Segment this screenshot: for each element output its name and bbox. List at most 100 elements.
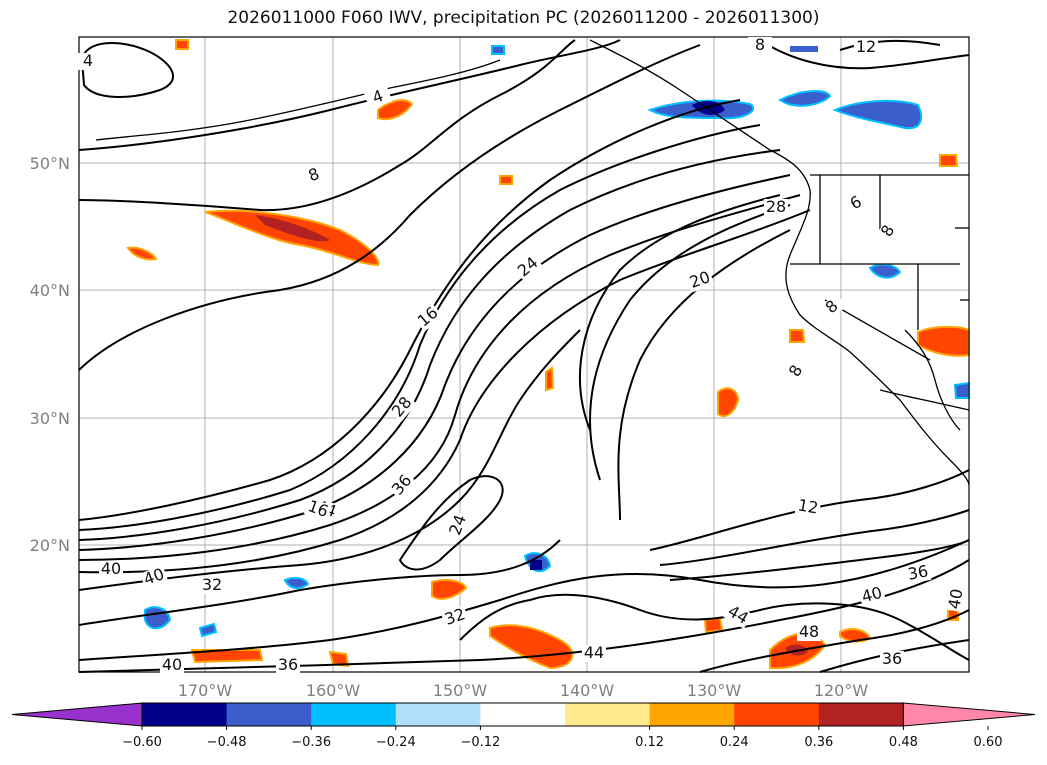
contour-label-bg [513, 253, 543, 282]
lat-label: 20°N [30, 536, 70, 555]
contour-label: 36 [882, 649, 902, 668]
contour-label-bg [854, 39, 878, 56]
lat-axis: 50°N 40°N 30°N 20°N [30, 154, 70, 555]
precip-shading [126, 39, 970, 670]
precip-patch [778, 90, 832, 107]
colorbar-segment [565, 703, 651, 726]
contour-label: 40 [860, 583, 885, 607]
precip-patch [491, 45, 505, 55]
colorbar-segment [226, 703, 312, 726]
colorbar-tick-label: −0.24 [376, 735, 416, 750]
lon-label: 120°W [814, 681, 869, 700]
precip-patch [175, 39, 189, 50]
colorbar-tick-label: 0.60 [974, 735, 1003, 750]
lon-label: 150°W [433, 681, 488, 700]
precip-patch [198, 622, 218, 638]
precip-patch [545, 366, 555, 392]
contour-label-bg [388, 392, 417, 422]
colorbar-outline [141, 702, 904, 727]
contour-label-bg [875, 216, 902, 246]
colorbar-tick-label: −0.48 [207, 735, 247, 750]
contour-label-bg [817, 293, 847, 322]
colorbar-segment [818, 703, 904, 726]
precip-patch [703, 616, 724, 634]
lon-label: 160°W [306, 681, 361, 700]
colorbar-tick-label: 0.24 [720, 735, 749, 750]
precip-patch [939, 154, 959, 167]
contour-label-bg [413, 303, 443, 332]
colorbar-segment [395, 703, 481, 726]
lon-label: 140°W [560, 681, 615, 700]
contour-label: 48 [799, 622, 819, 641]
colorbar-tick-label: 0.12 [635, 735, 664, 750]
contour-label: 40 [101, 559, 121, 578]
lon-label: 170°W [178, 681, 233, 700]
colorbar: −0.60 −0.48 −0.36 −0.24 −0.12 0.12 0.24 0.36 0.4… [11, 702, 1036, 750]
contour-label: 32 [202, 575, 222, 594]
contour-label-bg [748, 37, 772, 54]
contour-label: 36 [278, 655, 298, 674]
contour-label: 12 [796, 495, 819, 517]
precip-patch [377, 99, 414, 121]
contour-label: 40 [162, 655, 182, 674]
contour-label-bg [783, 356, 810, 386]
contour-label-bg [200, 577, 224, 594]
precip-patch [832, 99, 923, 130]
contour-label-bg [160, 657, 184, 674]
colorbar-tick-label: −0.36 [291, 735, 331, 750]
precip-patch [204, 209, 380, 267]
contour-label-bg [764, 199, 788, 216]
iwv-contours [78, 39, 970, 673]
precip-patch [868, 263, 902, 279]
contour-label-bg [139, 565, 169, 590]
contour-label: 8 [755, 35, 765, 54]
contour-label-bg [904, 563, 932, 584]
precip-patch [489, 624, 574, 670]
colorbar-tick-label: −0.12 [460, 735, 500, 750]
lon-axis: 170°W 160°W 150°W 140°W 130°W 120°W [178, 681, 869, 700]
contour-label-bg [797, 624, 821, 641]
colorbar-segment [649, 703, 735, 726]
contour-label-bg [388, 470, 417, 500]
contour-label-bg [946, 585, 967, 613]
colorbar-segment [142, 703, 228, 726]
contour-label: 12 [856, 37, 876, 56]
colorbar-extend-min [11, 702, 143, 727]
colorbar-segment [480, 703, 566, 726]
contour-label: 40 [944, 587, 966, 610]
lat-label: 30°N [30, 409, 70, 428]
contour-label: 4 [83, 51, 93, 70]
colorbar-tick-label: 0.48 [889, 735, 918, 750]
contour-label-bg [99, 561, 123, 578]
contour-label-bg [440, 605, 470, 630]
colorbar-tick-label: −0.60 [122, 735, 162, 750]
contour-label-bg [841, 190, 871, 217]
coastlines [95, 39, 970, 486]
contour-label: 44 [584, 643, 604, 662]
precip-patch [328, 650, 350, 668]
contour-label-bg [276, 657, 300, 674]
colorbar-tick-label: 0.36 [804, 735, 833, 750]
precip-patch [431, 579, 468, 600]
contour-label-bg [685, 268, 715, 293]
colorbar-segment [311, 703, 397, 726]
contour-label-bg [446, 510, 471, 540]
contour-label-bg [76, 53, 100, 70]
contour-label-bg [794, 497, 822, 518]
precip-patch [283, 576, 310, 590]
precip-patch [717, 387, 740, 418]
precip-patch [790, 46, 818, 52]
contour-label: 28 [766, 197, 786, 216]
map-frame [78, 36, 970, 673]
precip-patch [789, 329, 806, 343]
contour-label-bg [880, 651, 904, 668]
contour-label-bg [582, 645, 606, 662]
contour-label-bg [363, 85, 393, 110]
contour-label-bg [299, 163, 329, 188]
contour-label-bg [723, 602, 753, 629]
precip-patch [953, 381, 970, 399]
contour-label: 36 [906, 561, 929, 583]
contour-label-bg [303, 497, 333, 522]
lon-label: 130°W [687, 681, 742, 700]
